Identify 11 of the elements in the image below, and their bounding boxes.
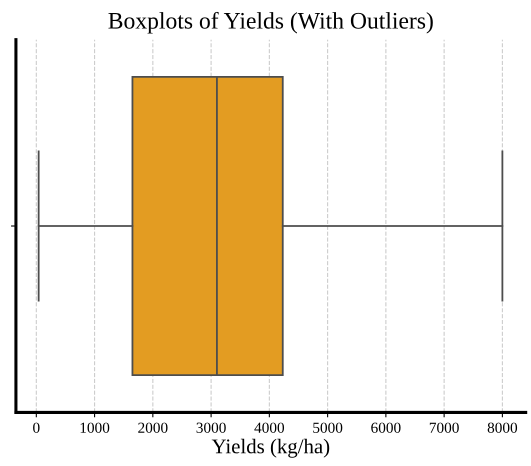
x-axis-title: Yields (kg/ha) xyxy=(212,438,330,458)
chart-title: Boxplots of Yields (With Outliers) xyxy=(108,12,433,34)
x-tick-label: 5000 xyxy=(313,422,342,433)
x-tick-label: 4000 xyxy=(254,422,284,433)
x-tick-label: 2000 xyxy=(138,422,168,433)
x-tick-label: 8000 xyxy=(488,422,518,433)
x-tick-label: 7000 xyxy=(430,422,459,433)
x-tick-label: 0 xyxy=(33,422,40,433)
x-tick-label: 3000 xyxy=(196,422,226,433)
x-tick-label: 1000 xyxy=(80,422,110,433)
x-tick-label: 6000 xyxy=(371,422,401,433)
